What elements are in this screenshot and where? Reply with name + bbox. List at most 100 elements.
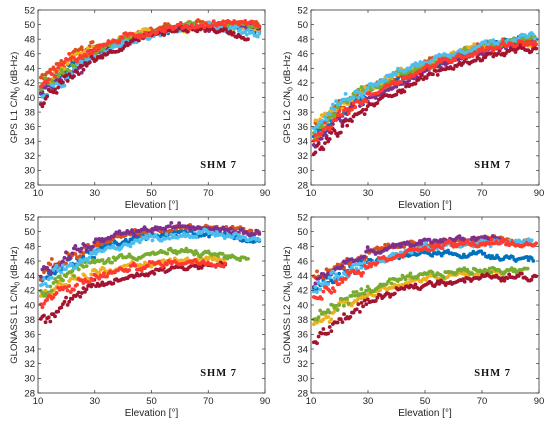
data-point [513,50,518,54]
data-point [327,320,332,324]
y-axis-label: GPS L2 C/N0 (dB-Hz) [282,52,295,144]
data-point [257,232,262,236]
data-point [419,241,424,246]
data-point [223,261,228,266]
data-point [351,101,356,106]
data-point [327,137,332,141]
y-tick-label: 32 [24,359,35,370]
data-point [78,254,83,258]
data-point [90,282,95,287]
data-point [53,314,57,319]
y-tick-label: 28 [297,388,308,399]
data-point [316,315,321,320]
data-point [334,279,338,284]
data-point [214,23,219,28]
y-axis-label-main: GPS L1 C/N [9,91,20,143]
data-point [228,29,233,34]
y-axis-label-subscript: 0 [15,282,22,286]
y-tick-label: 40 [24,300,35,311]
data-point [192,252,197,257]
data-point [251,19,255,24]
data-point [90,244,95,249]
data-point [315,138,319,142]
data-point [246,256,250,261]
data-point [338,277,343,282]
data-point [340,297,345,302]
data-point [90,278,95,282]
data-point [238,27,243,32]
data-point [257,31,262,36]
data-point [487,266,492,271]
data-point [76,267,81,272]
data-point [163,236,167,241]
data-point [188,26,193,31]
data-point [81,264,86,269]
x-tick-label: 10 [33,188,44,199]
x-tick-label: 30 [89,396,100,407]
data-point [319,331,324,336]
data-point [351,290,356,294]
data-point [249,228,254,233]
data-point [340,320,345,324]
y-tick-label: 52 [297,5,308,16]
data-point [362,298,367,303]
data-point [185,256,190,261]
data-point [334,118,338,123]
data-point [64,285,68,290]
data-point [84,248,89,252]
data-point [252,232,257,237]
y-tick-label: 32 [297,359,308,370]
data-point [515,43,519,47]
data-point [142,34,147,39]
data-point [313,129,318,134]
station-annotation: SHM 7 [200,160,237,171]
data-point [65,79,70,83]
data-point [53,74,57,79]
data-point [316,141,321,146]
data-point [519,271,524,276]
series-5 [38,246,250,299]
data-point [68,256,73,261]
data-point [46,268,51,273]
y-axis-label-main: GPS L2 C/N [282,91,293,143]
data-point [348,315,353,319]
data-point [90,51,95,56]
data-point [375,245,380,250]
data-point [73,244,78,248]
data-point [362,292,367,296]
data-point [235,236,240,241]
data-point [148,234,153,239]
y-tick-label: 34 [24,344,35,355]
data-point [175,224,180,229]
data-point [64,295,68,300]
data-point [332,107,337,112]
data-point [327,127,332,132]
data-point [378,288,383,293]
y-tick-label: 52 [24,5,35,16]
y-tick-label: 32 [24,151,35,162]
data-point [450,60,454,64]
data-point [402,89,407,94]
data-point [56,309,61,314]
data-point [42,313,46,318]
data-point [387,277,392,282]
data-point [465,238,470,243]
data-point [45,284,50,289]
data-point [429,244,434,249]
data-point [313,133,318,138]
data-point [315,269,319,274]
y-tick-label: 28 [24,388,35,399]
data-point [59,59,64,63]
data-point [61,278,65,283]
data-point [427,248,432,253]
y-tick-label: 34 [297,344,308,355]
data-point [83,60,88,65]
data-point [94,58,99,62]
data-point [416,63,421,68]
data-point [233,231,238,236]
data-point [318,287,323,292]
data-point [478,275,483,280]
data-point [100,258,105,262]
y-tick-label: 50 [24,20,35,31]
